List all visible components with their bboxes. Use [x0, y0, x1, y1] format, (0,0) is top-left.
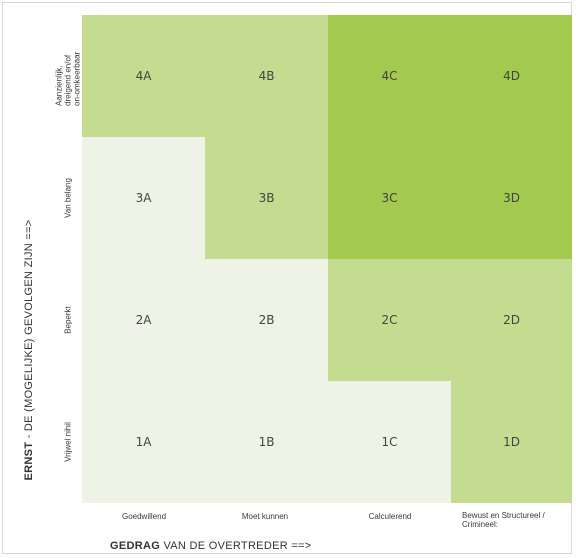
y-axis-title-rest: - DE (MOGELIJKE) GEVOLGEN ZIJN ==> — [23, 219, 35, 442]
row-label-3: Van belang — [63, 178, 73, 218]
risk-matrix: 4A 4B 4C 4D 3A 3B 3C 3D 2A 2B 2C 2D 1A 1B 1C 1D — [82, 15, 576, 503]
matrix-cell-3c: 3C — [328, 137, 451, 259]
matrix-cell-3d: 3D — [451, 137, 572, 259]
row-label-2: Beperkt — [63, 306, 73, 334]
matrix-cell-2a: 2A — [82, 259, 205, 381]
row-label-4: Aanzienlijk, dreigend en/of on-omkeerbaa… — [54, 51, 82, 106]
matrix-cell-4b: 4B — [205, 15, 328, 137]
column-label-a: Goedwillend — [121, 512, 167, 521]
x-axis-title-rest: VAN DE OVERTREDER ==> — [160, 540, 312, 552]
y-axis-title-bold: ERNST — [23, 441, 35, 481]
x-axis-title: GEDRAG VAN DE OVERTREDER ==> — [110, 540, 311, 552]
matrix-cell-2b: 2B — [205, 259, 328, 381]
y-axis-title: ERNST - DE (MOGELIJKE) GEVOLGEN ZIJN ==> — [23, 219, 35, 480]
row-label-1: Vrijwel nihil — [63, 422, 73, 462]
matrix-cell-1a: 1A — [82, 381, 205, 503]
matrix-cell-2c: 2C — [328, 259, 451, 381]
matrix-cell-1d: 1D — [451, 381, 572, 503]
column-label-d: Bewust en Structureel / Crimineel: — [462, 511, 545, 529]
matrix-cell-4a: 4A — [82, 15, 205, 137]
matrix-cell-4d: 4D — [451, 15, 572, 137]
matrix-cell-3a: 3A — [82, 137, 205, 259]
matrix-cell-4c: 4C — [328, 15, 451, 137]
matrix-cell-1b: 1B — [205, 381, 328, 503]
matrix-cell-3b: 3B — [205, 137, 328, 259]
x-axis-title-bold: GEDRAG — [110, 540, 161, 552]
matrix-cell-1c: 1C — [328, 381, 451, 503]
column-label-b: Moet kunnen — [241, 512, 289, 521]
column-label-c: Calculerend — [368, 512, 412, 521]
matrix-cell-2d: 2D — [451, 259, 572, 381]
